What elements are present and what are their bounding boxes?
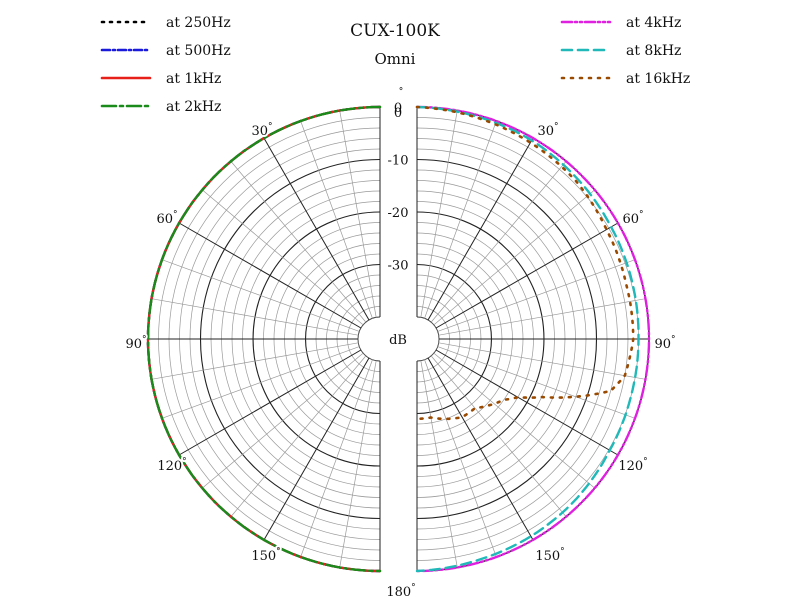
series-line-at8khz: [415, 105, 640, 573]
left-polar-grid: [147, 106, 381, 572]
minor-radial-line: [151, 298, 359, 336]
major-radial-line: [427, 357, 534, 541]
series-layer: [146, 105, 651, 573]
angle-label-right-60: 60°: [622, 210, 643, 227]
legend-right: at 4kHz at 8kHz at 16kHz: [560, 15, 690, 87]
angle-label-left-90: 90°: [125, 335, 146, 352]
minor-radial-line: [339, 360, 377, 568]
minor-radial-line: [430, 355, 567, 517]
chart-subtitle: Omni: [375, 50, 416, 68]
legend-label: at 8kHz: [626, 43, 681, 59]
legend-label: at 1kHz: [166, 71, 221, 87]
series-line-at16khz: [415, 105, 635, 421]
legend-label: at 500Hz: [166, 43, 231, 59]
legend-label: at 16kHz: [626, 71, 690, 87]
major-radial-line: [435, 349, 619, 456]
minor-radial-line: [430, 161, 567, 323]
major-radial-line: [435, 222, 619, 329]
right-polar-grid: [416, 106, 650, 572]
chart-title: CUX-100K: [350, 21, 440, 41]
radial-unit-label: dB: [389, 333, 407, 348]
legend-label: at 4kHz: [626, 15, 681, 31]
minor-radial-line: [437, 259, 636, 332]
minor-radial-line: [151, 342, 359, 380]
major-radial-line: [178, 222, 362, 329]
minor-radial-line: [433, 352, 595, 489]
angle-label-0-degree: °: [399, 87, 404, 97]
series-line-at4khz: [415, 105, 651, 573]
minor-radial-line: [161, 259, 360, 332]
angle-label-left-120: 120°: [157, 457, 186, 474]
legend-label: at 250Hz: [166, 15, 231, 31]
angle-label-right-30: 30°: [537, 122, 558, 139]
angle-label-180: 180°: [386, 583, 415, 600]
minor-radial-line: [420, 360, 458, 568]
minor-radial-line: [230, 161, 367, 323]
minor-radial-line: [438, 342, 646, 380]
minor-radial-line: [424, 359, 497, 558]
radial-tick-label: -10: [388, 154, 409, 169]
angle-label-left-60: 60°: [156, 210, 177, 227]
major-radial-line: [263, 357, 370, 541]
radial-tick-label: 0: [394, 101, 402, 116]
minor-radial-line: [161, 346, 360, 419]
minor-radial-line: [420, 110, 458, 318]
minor-radial-line: [300, 359, 373, 558]
angle-label-right-150: 150°: [535, 547, 564, 564]
minor-radial-line: [202, 352, 364, 489]
minor-radial-line: [202, 189, 364, 326]
major-radial-line: [263, 137, 370, 321]
angle-label-left-150: 150°: [251, 547, 280, 564]
radial-tick-label: -20: [388, 206, 409, 221]
major-radial-line: [178, 349, 362, 456]
minor-radial-line: [339, 110, 377, 318]
angle-label-0: 0: [394, 106, 402, 121]
angle-label-right-90: 90°: [654, 335, 675, 352]
minor-radial-line: [437, 346, 636, 419]
series-line-at2khz: [146, 105, 382, 573]
legend-label: at 2kHz: [166, 99, 221, 115]
minor-radial-line: [300, 120, 373, 319]
angle-label-right-120: 120°: [618, 457, 647, 474]
minor-radial-line: [424, 120, 497, 319]
major-radial-line: [427, 137, 534, 321]
radial-tick-label: -30: [388, 259, 409, 274]
minor-radial-line: [438, 298, 646, 336]
minor-radial-line: [433, 189, 595, 326]
minor-radial-line: [230, 355, 367, 517]
legend-left: at 250Hz at 500Hz at 1kHz at 2kHz: [100, 15, 231, 115]
tick-labels: 0-10-20-30dB°0180°30°60°90°120°150°30°60…: [123, 85, 677, 600]
